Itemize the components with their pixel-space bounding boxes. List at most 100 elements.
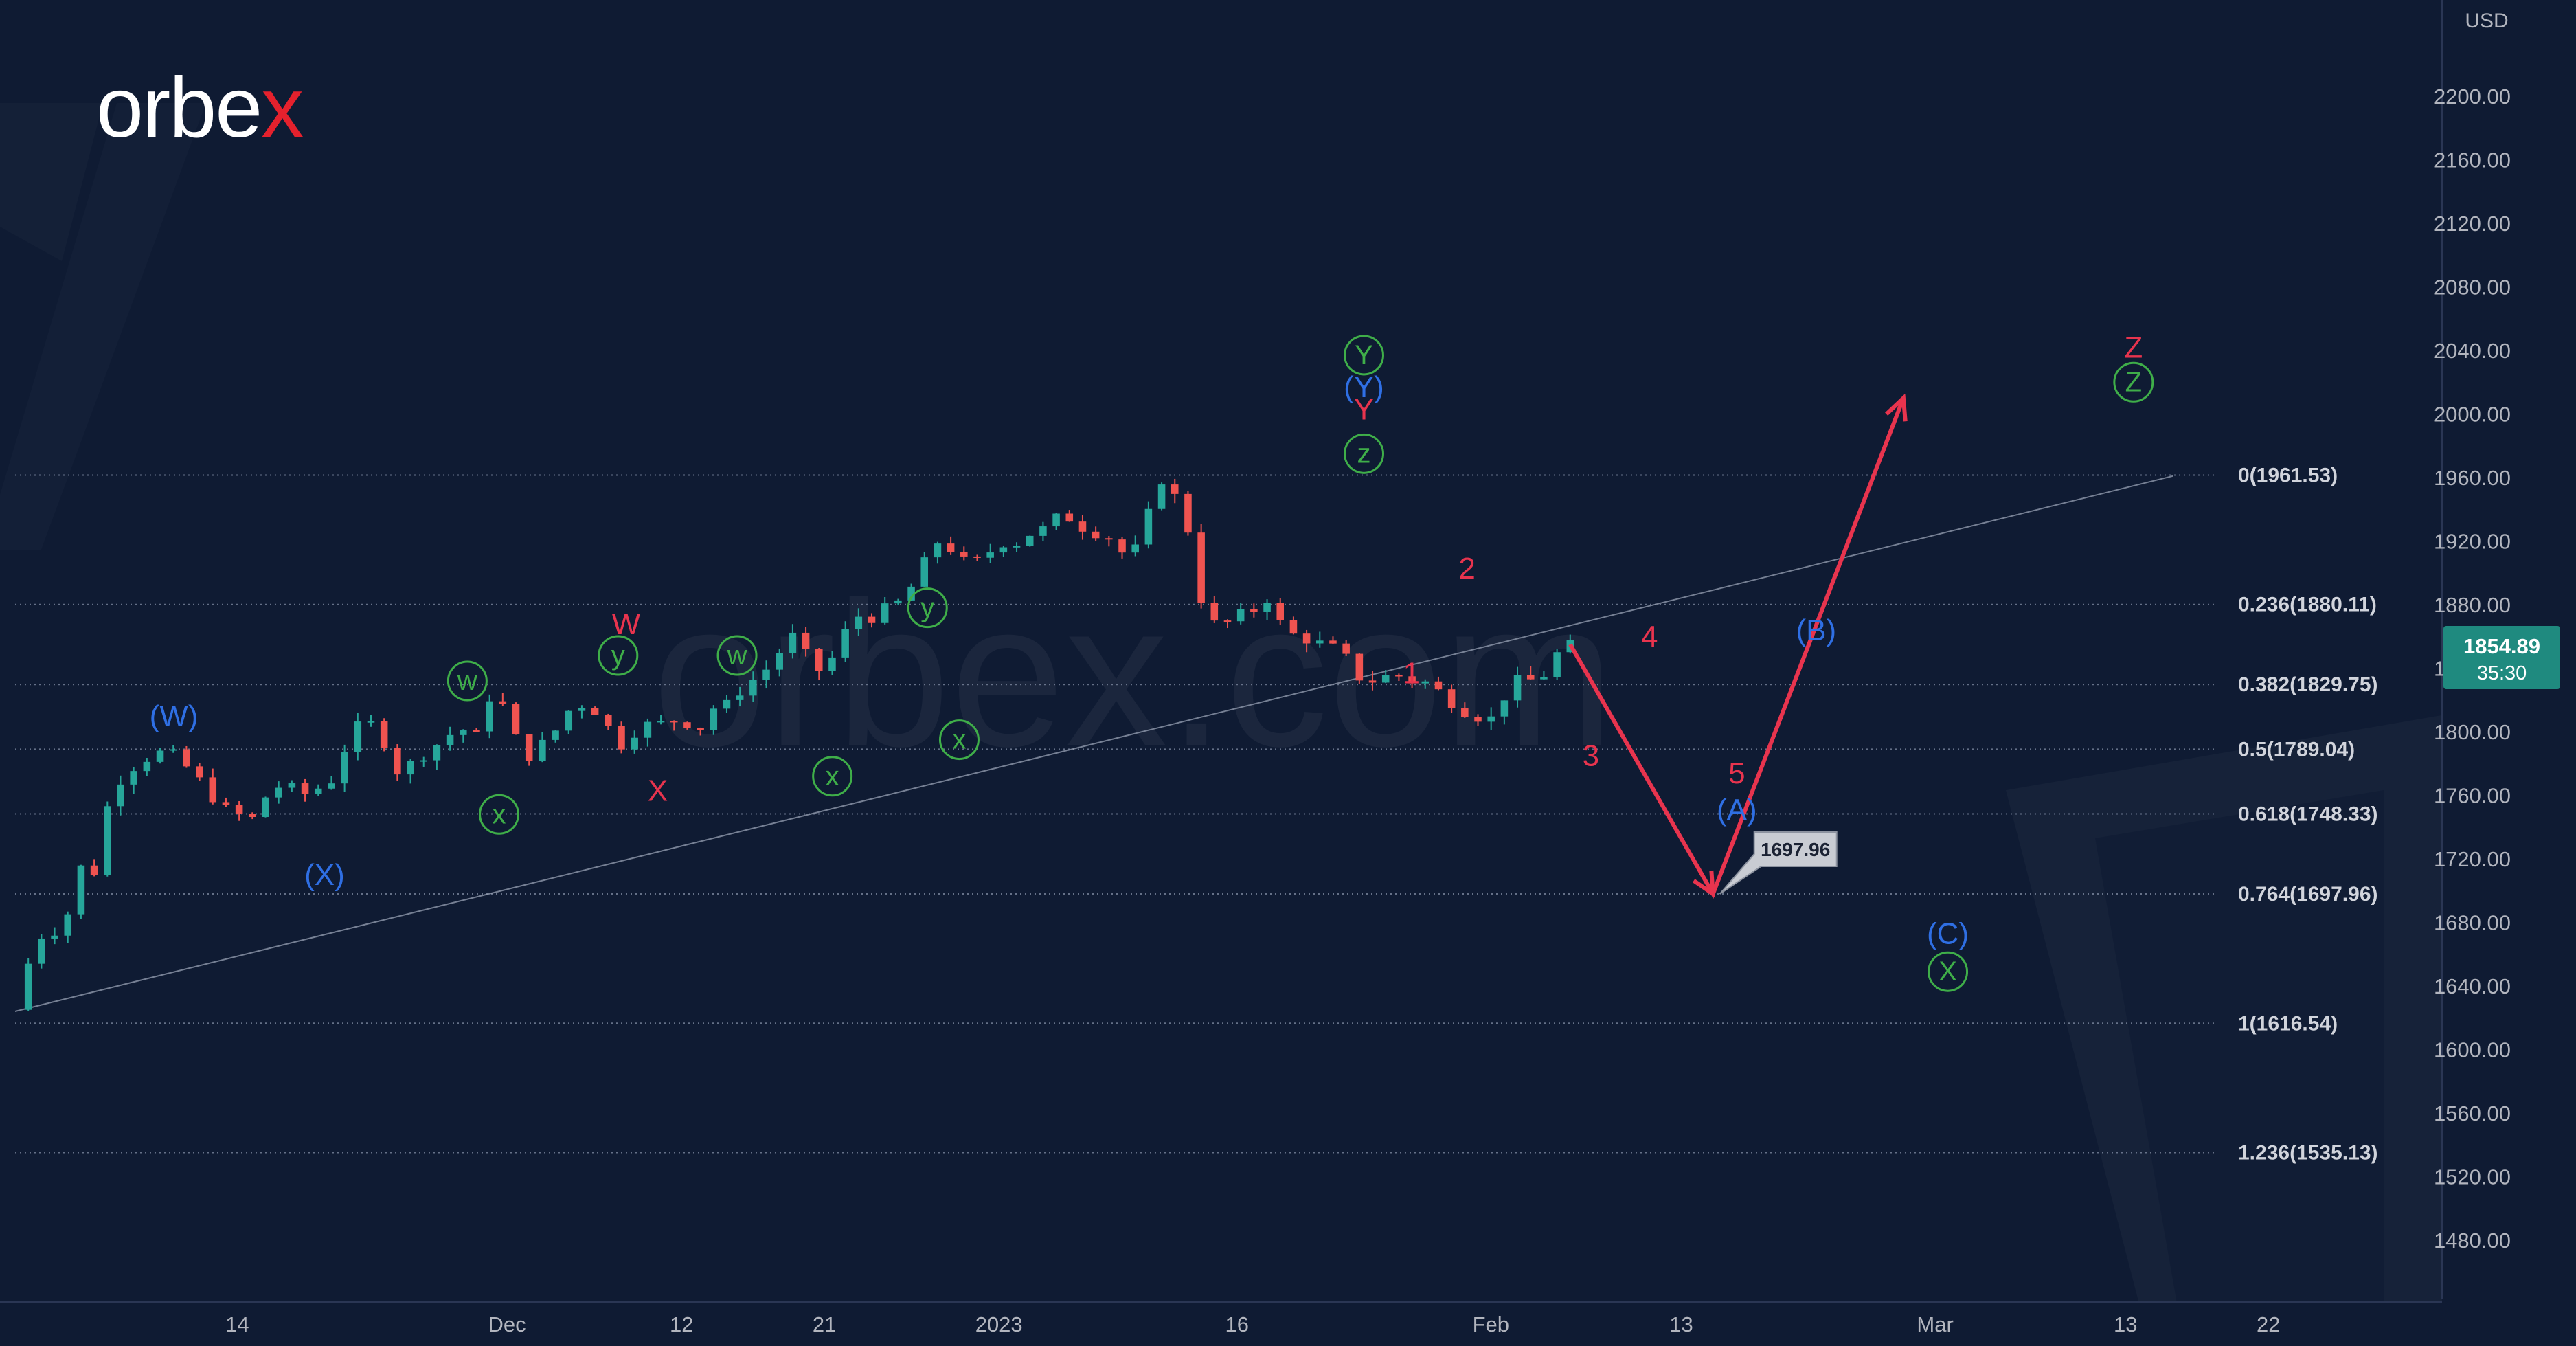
wave-circle: [907, 587, 948, 629]
candle-body: [749, 680, 757, 696]
candle-body: [1500, 700, 1509, 717]
wave-circle: [716, 635, 758, 676]
trendline-segment: [14, 475, 2173, 1012]
price-tick-label: 1680.00: [2434, 911, 2511, 935]
wave-text: (X): [304, 858, 345, 892]
candle-body: [169, 749, 177, 751]
candle-body: [1395, 675, 1403, 677]
candle-body: [631, 737, 638, 750]
candle-body: [275, 787, 282, 798]
candle-body: [1526, 675, 1535, 680]
candle-body: [473, 730, 480, 732]
time-tick-label: Mar: [1917, 1312, 1953, 1336]
wave-label: Y: [1354, 393, 1374, 427]
wave-label: (C): [1927, 917, 1969, 951]
wave-text: (W): [150, 699, 199, 733]
candle-body: [841, 629, 849, 658]
time-axis[interactable]: 14 Dec 12 21 2023 16 Feb 13 Mar 13 22: [225, 1312, 2280, 1336]
trendline: [14, 475, 2173, 1012]
price-axis[interactable]: 2200.00 2160.00 2120.00 2080.00 2040.00 2000.…: [2434, 85, 2511, 1253]
candle-body: [1223, 620, 1232, 622]
candle-body: [143, 761, 151, 772]
candle-body: [947, 543, 955, 552]
candle-body: [894, 600, 902, 604]
price-tick-label: 2040.00: [2434, 339, 2511, 363]
candle-body: [156, 750, 164, 762]
forecast-arrow-down: [1692, 870, 1716, 898]
candle-body: [1302, 633, 1311, 644]
price-tick-label: 1640.00: [2434, 974, 2511, 998]
wave-text: 4: [1641, 620, 1658, 653]
candle-body: [1039, 526, 1047, 536]
candle-body: [499, 701, 507, 704]
candle-body: [1513, 675, 1522, 701]
wave-text: x: [493, 799, 506, 829]
wave-text: x: [952, 725, 966, 755]
wave-text: x: [826, 761, 839, 792]
wave-label: x: [938, 719, 980, 761]
wave-text: X: [648, 774, 668, 808]
logo-x: x: [261, 60, 304, 155]
candle-body: [855, 616, 863, 629]
wave-circle: [598, 635, 639, 676]
target-tag-label: 1697.96: [1761, 839, 1830, 860]
candle-body: [51, 935, 58, 939]
candle-body: [868, 616, 876, 623]
wave-label: y: [907, 587, 948, 629]
candle-body: [1157, 484, 1166, 509]
candle-body: [1210, 603, 1219, 621]
candle-body: [1250, 609, 1258, 612]
candle-body: [288, 783, 296, 788]
wave-text: W: [612, 607, 641, 641]
candle-body: [881, 603, 889, 623]
wave-label: y: [598, 635, 639, 676]
price-tick-label: 1560.00: [2434, 1101, 2511, 1125]
wave-label: Z: [2124, 330, 2143, 364]
time-tick-label: 21: [813, 1312, 836, 1336]
candle-body: [1447, 689, 1456, 708]
time-tick-label: 2023: [975, 1312, 1023, 1336]
currency-label: USD: [2465, 10, 2508, 32]
candle-body: [130, 771, 137, 785]
candle-body: [1197, 532, 1205, 603]
wave-text: y: [920, 593, 934, 623]
fib-label: 0.618(1748.33): [2238, 803, 2378, 825]
price-tick-label: 1520.00: [2434, 1165, 2511, 1189]
candle-body: [328, 783, 335, 789]
candle-body: [1263, 603, 1271, 612]
candle-body: [999, 547, 1008, 553]
candle-body: [683, 722, 691, 728]
candle-body: [1118, 539, 1126, 553]
wave-text: 2: [1458, 552, 1475, 585]
wave-circle: [938, 719, 980, 761]
wave-label: w: [447, 660, 488, 702]
wave-label: z: [1344, 433, 1384, 474]
candle-body: [1026, 535, 1034, 546]
price-tick-label: 2000.00: [2434, 403, 2511, 427]
candle-body: [1316, 640, 1324, 644]
candle-body: [486, 701, 493, 732]
price-tick-label: 2200.00: [2434, 85, 2511, 109]
price-tick-label: 1960.00: [2434, 466, 2511, 490]
price-tick-label: 2160.00: [2434, 148, 2511, 172]
wave-text: 1: [1403, 656, 1420, 690]
time-tick-label: Feb: [1473, 1312, 1509, 1336]
candle-body: [341, 752, 348, 784]
wave-label: 3: [1583, 739, 1599, 773]
fib-label: 0.382(1829.75): [2238, 673, 2378, 696]
wave-label: 2: [1458, 552, 1475, 585]
wave-label: Y: [1344, 335, 1384, 376]
candle-body: [605, 715, 612, 726]
fib-label: 0(1961.53): [2238, 464, 2338, 486]
candle-body: [1171, 484, 1179, 494]
time-tick-label: 16: [1225, 1312, 1248, 1336]
wave-text: X: [1939, 956, 1957, 987]
wave-text: (C): [1927, 917, 1969, 951]
price-tick-label: 1920.00: [2434, 530, 2511, 554]
candle-body: [380, 721, 388, 748]
wave-label: (Y): [1344, 370, 1384, 404]
candle-body: [196, 766, 203, 778]
candle-body: [723, 699, 731, 709]
wave-label: 5: [1728, 756, 1745, 790]
